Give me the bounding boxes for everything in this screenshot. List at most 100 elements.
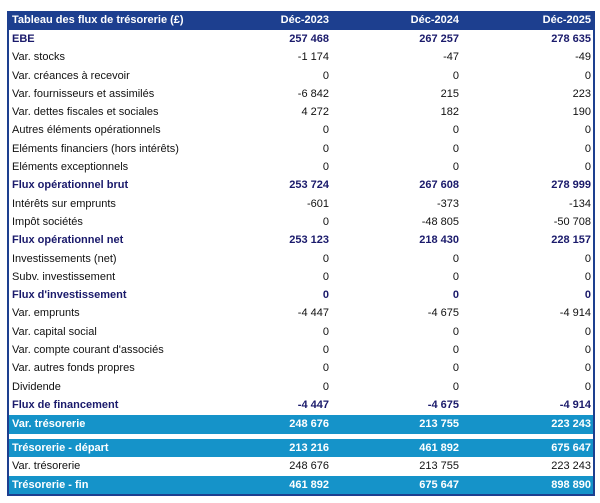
row-label: Flux de financement bbox=[12, 398, 119, 411]
row-value: 0 bbox=[452, 344, 459, 357]
table-row: Eléments exceptionnels 0 0 0 bbox=[9, 158, 593, 176]
row-value: 0 bbox=[322, 344, 329, 357]
table-row: Flux opérationnel brut 253 724 267 608 278 … bbox=[9, 176, 593, 194]
row-label: Flux opérationnel brut bbox=[12, 179, 129, 192]
table-row: Flux de financement -4 447 -4 675 -4 914 bbox=[9, 396, 593, 414]
row-label: Var. emprunts bbox=[12, 307, 80, 320]
table-row: Var. dettes fiscales et sociales 4 272 182… bbox=[9, 103, 593, 121]
table-row: EBE 257 468 267 257 278 635 bbox=[9, 30, 593, 48]
row-value: 0 bbox=[322, 69, 329, 82]
table-row: Impôt sociétés 0 -48 805 -50 708 bbox=[9, 213, 593, 231]
row-value: 0 bbox=[584, 161, 591, 174]
row-label: Autres éléments opérationnels bbox=[12, 124, 161, 137]
row-value: 0 bbox=[452, 124, 459, 137]
row-value: 0 bbox=[584, 124, 591, 137]
row-value: 278 635 bbox=[551, 33, 591, 45]
row-value: 218 430 bbox=[419, 234, 459, 247]
row-value: 0 bbox=[322, 252, 329, 265]
row-label: Var. créances à recevoir bbox=[12, 69, 130, 82]
row-label: Subv. investissement bbox=[12, 270, 116, 283]
row-value: -50 708 bbox=[553, 215, 591, 228]
row-value: 0 bbox=[452, 362, 459, 375]
row-value: 190 bbox=[572, 106, 591, 119]
row-value: 228 157 bbox=[551, 234, 591, 247]
row-value: 675 647 bbox=[419, 479, 459, 492]
table-row: Var. trésorerie 248 676 213 755 223 243 bbox=[9, 457, 593, 475]
row-label: Var. compte courant d'associés bbox=[12, 344, 164, 357]
row-value: 461 892 bbox=[289, 479, 329, 492]
row-value: -48 805 bbox=[421, 215, 459, 228]
row-value: 0 bbox=[452, 380, 459, 393]
table-row: Var. emprunts -4 447 -4 675 -4 914 bbox=[9, 304, 593, 322]
row-value: 223 bbox=[572, 87, 591, 100]
table-title: Tableau des flux de trésorerie (£) bbox=[12, 14, 184, 26]
row-label: Flux opérationnel net bbox=[12, 234, 124, 247]
table-row: Var. compte courant d'associés 0 0 0 bbox=[9, 341, 593, 359]
row-value: 0 bbox=[584, 289, 591, 302]
row-label: Var. stocks bbox=[12, 51, 65, 64]
table-row: Autres éléments opérationnels 0 0 0 bbox=[9, 121, 593, 139]
row-label: Dividende bbox=[12, 380, 61, 393]
table-row: Var. stocks -1 174 -47 -49 bbox=[9, 48, 593, 66]
row-value: 461 892 bbox=[419, 441, 459, 454]
table-row: Var. autres fonds propres 0 0 0 bbox=[9, 359, 593, 377]
table-row: Flux d'investissement 0 0 0 bbox=[9, 286, 593, 304]
row-value: 0 bbox=[322, 215, 329, 228]
row-label: Var. trésorerie bbox=[12, 418, 86, 431]
row-value: 213 216 bbox=[289, 441, 329, 454]
table-row: Var. capital social 0 0 0 bbox=[9, 323, 593, 341]
column-header: Déc-2023 bbox=[280, 14, 329, 26]
row-label: Eléments financiers (hors intérêts) bbox=[12, 142, 179, 155]
row-value: 267 608 bbox=[419, 179, 459, 192]
table-row: Trésorerie - fin 461 892 675 647 898 890 bbox=[9, 475, 593, 495]
row-value: -4 447 bbox=[297, 398, 329, 411]
row-value: 0 bbox=[584, 142, 591, 155]
row-value: -4 914 bbox=[559, 307, 591, 320]
row-value: 0 bbox=[322, 270, 329, 283]
row-value: 223 243 bbox=[551, 418, 591, 431]
row-value: 0 bbox=[452, 161, 459, 174]
row-value: -4 914 bbox=[559, 398, 591, 411]
table-row: Investissements (net) 0 0 0 bbox=[9, 250, 593, 268]
row-value: 267 257 bbox=[419, 33, 459, 45]
row-value: 253 724 bbox=[289, 179, 329, 192]
row-label: Var. autres fonds propres bbox=[12, 362, 135, 375]
row-value: -4 675 bbox=[427, 307, 459, 320]
row-value: 248 676 bbox=[289, 418, 329, 431]
table-row: Trésorerie - départ 213 216 461 892 675 647 bbox=[9, 437, 593, 457]
row-label: Var. dettes fiscales et sociales bbox=[12, 106, 159, 119]
row-value: -601 bbox=[306, 197, 329, 210]
row-value: 278 999 bbox=[551, 179, 591, 192]
row-value: 0 bbox=[452, 270, 459, 283]
row-value: 0 bbox=[322, 325, 329, 338]
row-value: 0 bbox=[452, 325, 459, 338]
row-value: 0 bbox=[322, 142, 329, 155]
row-value: 4 272 bbox=[301, 106, 329, 119]
row-value: 0 bbox=[452, 289, 459, 302]
row-value: 0 bbox=[584, 380, 591, 393]
row-value: -6 842 bbox=[297, 87, 329, 100]
row-value: 213 755 bbox=[419, 459, 459, 472]
column-header: Déc-2025 bbox=[542, 14, 591, 26]
row-label: Var. trésorerie bbox=[12, 459, 81, 472]
row-value: 0 bbox=[584, 252, 591, 265]
row-value: 223 243 bbox=[551, 459, 591, 472]
row-value: 215 bbox=[440, 87, 459, 100]
row-value: -47 bbox=[443, 51, 459, 64]
row-value: -49 bbox=[575, 51, 591, 64]
row-label: EBE bbox=[12, 33, 35, 45]
row-value: 253 123 bbox=[289, 234, 329, 247]
row-label: Var. fournisseurs et assimilés bbox=[12, 87, 155, 100]
row-value: -134 bbox=[568, 197, 591, 210]
table-row: Var. trésorerie 248 676 213 755 223 243 bbox=[9, 414, 593, 434]
row-value: 0 bbox=[452, 69, 459, 82]
cash-flow-table: Tableau des flux de trésorerie (£) Déc-2… bbox=[7, 11, 595, 497]
row-value: 0 bbox=[584, 362, 591, 375]
table-row: Flux opérationnel net 253 123 218 430 228 1… bbox=[9, 231, 593, 249]
row-label: Intérêts sur emprunts bbox=[12, 197, 116, 210]
row-label: Eléments exceptionnels bbox=[12, 161, 129, 174]
row-label: Flux d'investissement bbox=[12, 289, 127, 302]
column-header: Déc-2024 bbox=[410, 14, 459, 26]
table-row: Var. créances à recevoir 0 0 0 bbox=[9, 67, 593, 85]
row-label: Var. capital social bbox=[12, 325, 97, 338]
